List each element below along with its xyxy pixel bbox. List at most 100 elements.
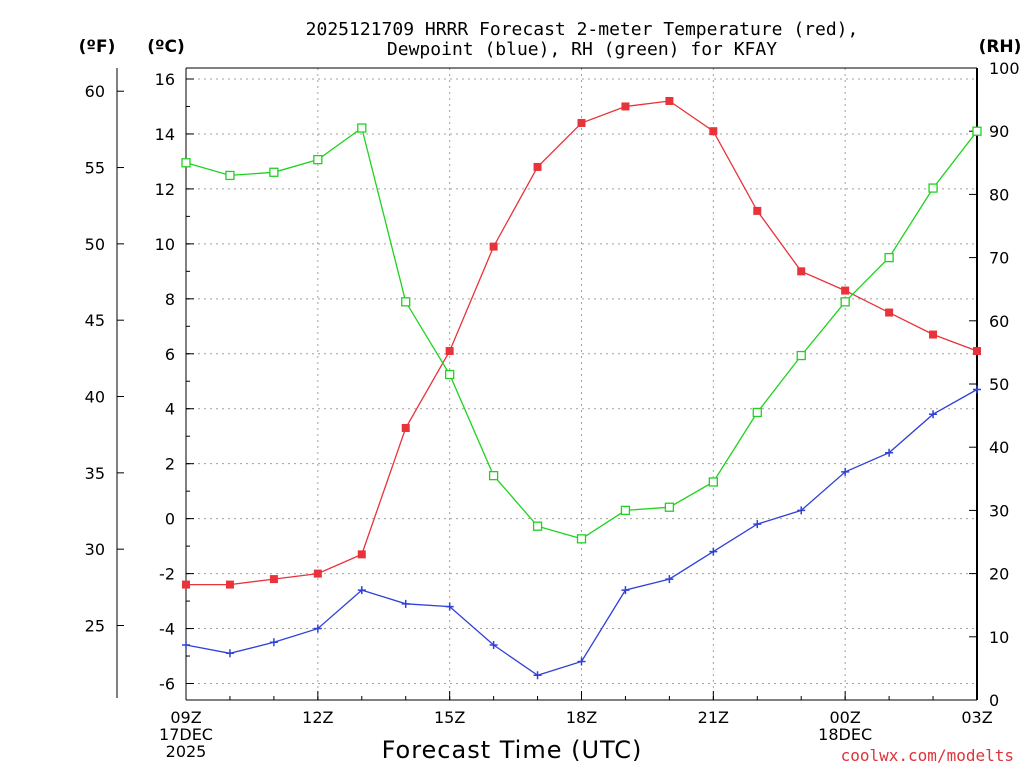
dewpoint-point [973, 385, 981, 394]
watermark: coolwx.com/modelts [841, 746, 1014, 765]
y-tick-label-celsius: -2 [159, 565, 175, 584]
temperature-point [225, 580, 234, 589]
x-tick-label: 15Z [434, 708, 465, 727]
y-axis-label-celsius: (ºC) [147, 37, 185, 57]
temperature-point [357, 550, 366, 559]
dewpoint-point [445, 602, 454, 611]
y-tick-label-celsius: 16 [155, 70, 175, 89]
y-tick-label-celsius: 8 [165, 290, 175, 309]
dewpoint-point [621, 586, 630, 595]
temperature-point [929, 330, 938, 339]
series-layer [181, 96, 982, 680]
temperature-point [533, 162, 542, 171]
dewpoint-point [489, 641, 498, 650]
y-tick-label-celsius: 14 [155, 125, 175, 144]
temperature-point [973, 347, 981, 356]
y-tick-label-rh: 0 [989, 691, 999, 710]
dewpoint-point [709, 547, 718, 556]
temperature-point [182, 580, 190, 589]
rh-point [796, 350, 806, 361]
y-tick-label-fahrenheit: 55 [85, 159, 105, 178]
rh-point [181, 158, 191, 168]
rh-point [752, 407, 762, 418]
dewpoint-point [929, 410, 938, 419]
temperature-point [489, 242, 498, 251]
dewpoint-point [841, 467, 850, 476]
x-tick-label: 00Z [830, 708, 861, 727]
dewpoint-point [753, 520, 762, 529]
rh-point [840, 297, 850, 307]
y-tick-label-celsius: 0 [165, 510, 175, 529]
rh-point [445, 369, 455, 380]
temperature-point [269, 575, 278, 584]
chart-title-line-1: 2025121709 HRRR Forecast 2-meter Tempera… [306, 19, 859, 40]
y-tick-label-rh: 80 [989, 185, 1009, 204]
temperature-point [401, 423, 410, 432]
axes [116, 67, 978, 701]
rh-point [532, 521, 543, 531]
y-tick-label-rh: 10 [989, 628, 1009, 647]
y-tick-label-rh: 70 [989, 249, 1009, 268]
dewpoint-point [533, 671, 542, 680]
dewpoint-point [797, 506, 806, 515]
temperature-point [577, 118, 586, 127]
temperature-point [313, 569, 322, 578]
y-tick-label-fahrenheit: 60 [85, 82, 105, 101]
y-tick-label-rh: 20 [989, 565, 1009, 584]
rh-point [884, 252, 894, 263]
temperature-point [665, 96, 674, 105]
temperature-point [885, 308, 894, 317]
dewpoint-point [577, 657, 586, 666]
y-tick-label-fahrenheit: 45 [85, 311, 105, 330]
temperature-point [797, 267, 806, 276]
x-tick-label: 21Z [698, 708, 729, 727]
rh-point [576, 534, 587, 544]
dewpoint-point [357, 586, 366, 595]
rh-point [401, 297, 411, 307]
y-tick-label-celsius: -4 [159, 620, 175, 639]
temperature-point [709, 127, 718, 136]
dewpoint-point [225, 649, 234, 658]
y-tick-label-fahrenheit: 50 [85, 235, 105, 254]
dewpoint-point [182, 641, 190, 650]
x-tick-label: 09Z [170, 708, 201, 727]
rh-point [664, 502, 675, 512]
y-tick-label-celsius: -6 [159, 675, 175, 694]
dewpoint-point [269, 638, 278, 647]
y-tick-label-fahrenheit: 25 [85, 617, 105, 636]
x-tick-label: 18Z [566, 708, 597, 727]
rh-point [357, 123, 367, 133]
y-tick-label-celsius: 2 [165, 455, 175, 474]
temperature-point [841, 286, 850, 295]
rh-point [488, 470, 499, 481]
y-tick-label-rh: 60 [989, 312, 1009, 331]
x-tick-label: 17DEC [159, 725, 213, 744]
x-tick-label: 18DEC [818, 725, 872, 744]
rh-point [225, 170, 235, 181]
temperature-point [621, 102, 630, 111]
y-tick-label-rh: 50 [989, 375, 1009, 394]
dewpoint-point [401, 599, 410, 608]
y-tick-label-rh: 90 [989, 122, 1009, 141]
dewpoint-point [885, 448, 894, 457]
x-axis-label: Forecast Time (UTC) [382, 736, 643, 764]
y-tick-label-fahrenheit: 40 [85, 388, 105, 407]
temperature-point [445, 347, 454, 356]
y-tick-label-fahrenheit: 30 [85, 540, 105, 559]
y-axis-label-fahrenheit: (ºF) [79, 37, 116, 57]
chart-title-line-2: Dewpoint (blue), RH (green) for KFAY [387, 39, 777, 60]
dewpoint-point [665, 575, 674, 584]
y-tick-label-fahrenheit: 35 [85, 464, 105, 483]
rh-point [269, 167, 279, 177]
rh-point [708, 477, 718, 487]
y-tick-label-rh: 30 [989, 501, 1009, 520]
rh-point [313, 154, 323, 165]
rh-point [928, 183, 938, 193]
y-tick-label-celsius: 6 [165, 345, 175, 364]
y-axis-label-rh: (RH) [979, 37, 1022, 57]
x-tick-label: 12Z [302, 708, 333, 727]
y-tick-label-celsius: 12 [155, 180, 175, 199]
y-tick-label-celsius: 10 [155, 235, 175, 254]
rh-point [620, 505, 631, 516]
